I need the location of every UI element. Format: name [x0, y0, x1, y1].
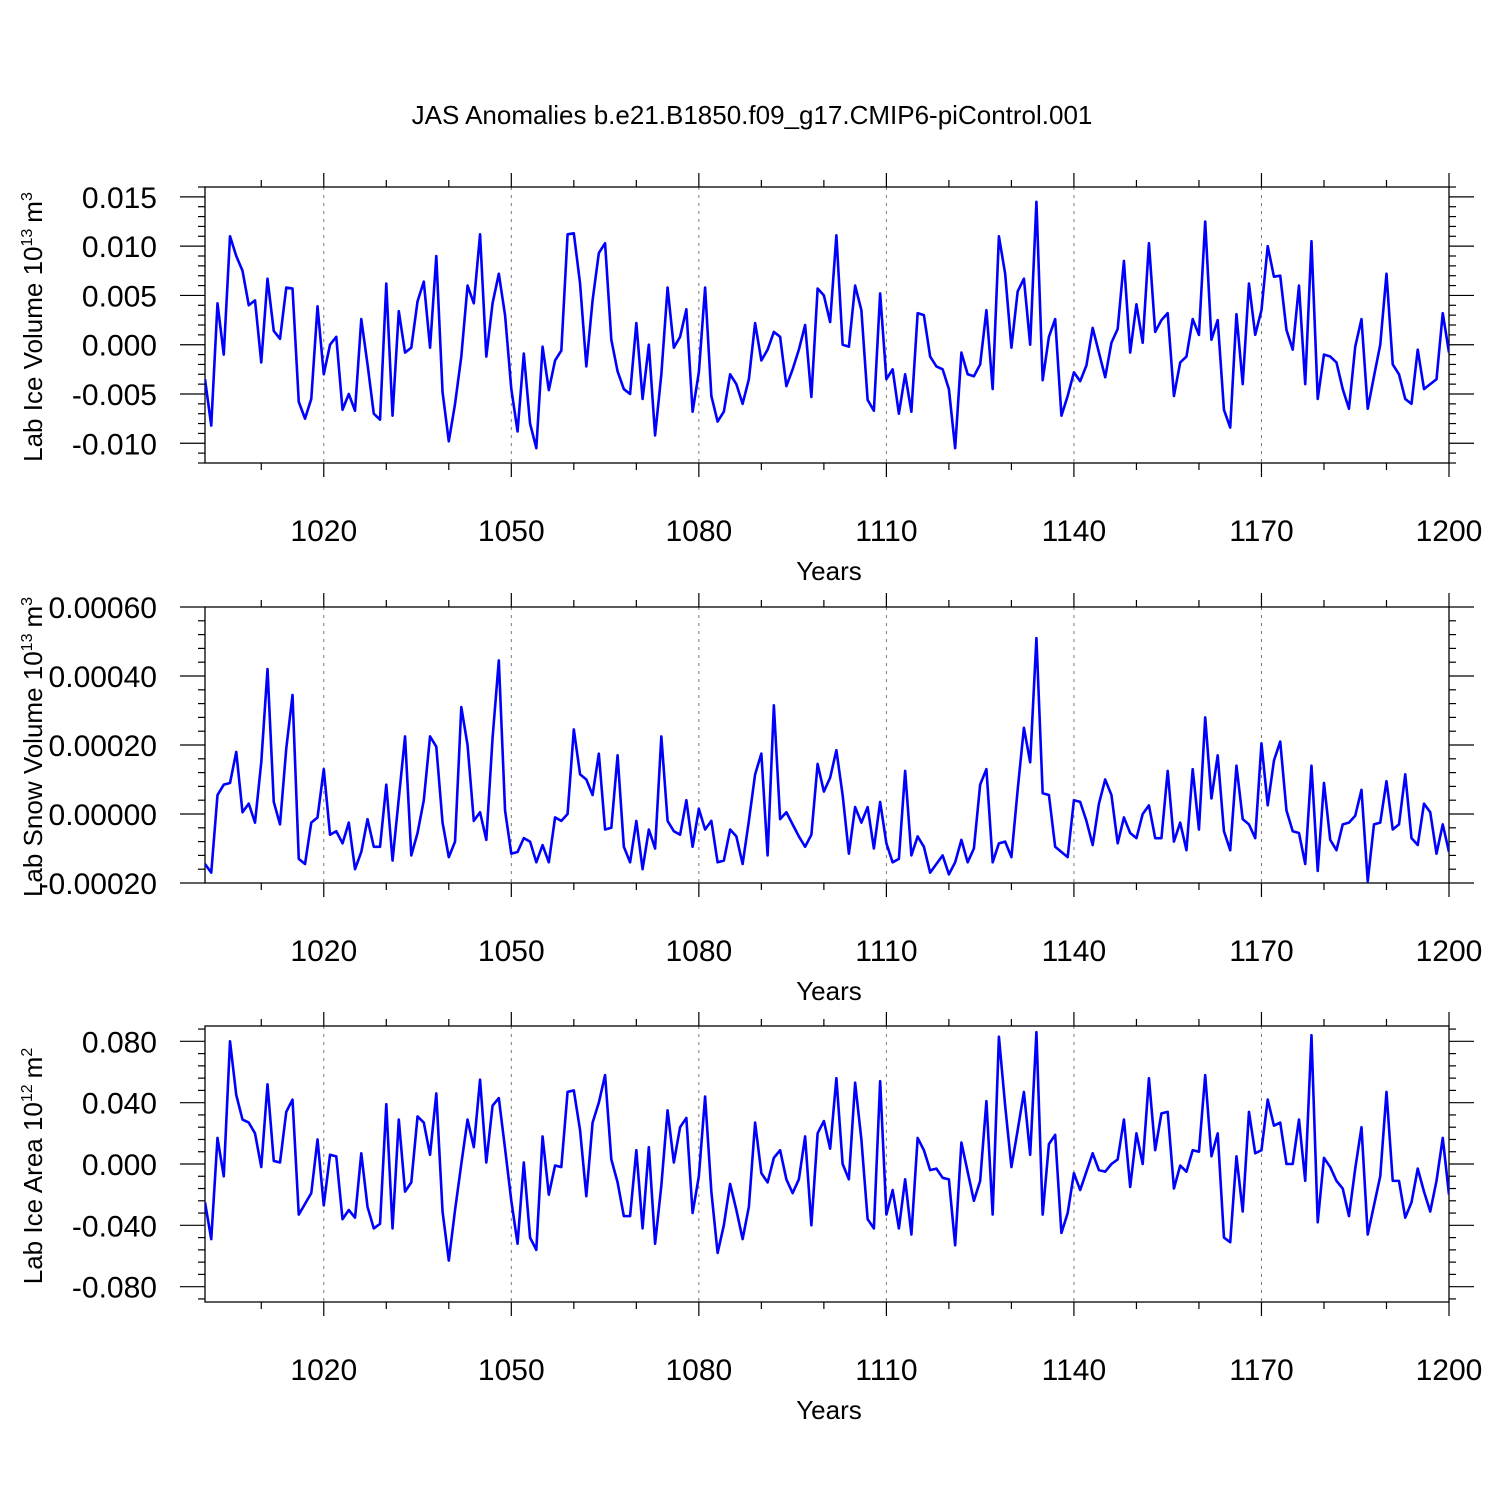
ice-volume-y-axis-title: Lab Ice Volume 1013 m3 [18, 192, 48, 462]
ice-area-y-axis-title-exp: 12 [19, 1084, 36, 1102]
ice-volume-x-tick-label: 1200 [1416, 515, 1483, 548]
ice-area-y-axis-title-unit-exp: 2 [19, 1048, 36, 1057]
ice-volume-x-tick-label: 1110 [855, 515, 917, 548]
snow-volume-x-tick-label: 1110 [855, 935, 917, 968]
ice-volume-y-tick-label: 0.005 [82, 280, 157, 313]
ice-area-x-tick-label: 1140 [1042, 1354, 1107, 1387]
snow-volume-y-tick-label: -0.00020 [39, 868, 157, 901]
ice-volume-y-axis-title-main: Lab Ice Volume 10 [18, 246, 48, 461]
snow-volume-x-tick-label: 1050 [478, 935, 545, 968]
ice-area-y-axis-title-unit: m [18, 1057, 48, 1079]
ice-area-x-tick-label: 1110 [855, 1354, 917, 1387]
ice-volume-y-tick-label: 0.000 [82, 330, 157, 363]
snow-volume-plot-frame [204, 606, 1450, 884]
ice-volume-y-tick-label: 0.015 [82, 182, 157, 215]
figure-title: JAS Anomalies b.e21.B1850.f09_g17.CMIP6-… [412, 100, 1093, 130]
ice-volume-y-axis-title-exp: 13 [19, 229, 36, 247]
snow-volume-y-tick-label: 0.00000 [49, 799, 157, 832]
snow-volume-series-line [205, 636, 1449, 883]
panel-ice-volume: 1020 1050 1080 1110 1140 1170 1200 0.015 0.010 0.… [18, 173, 1482, 586]
snow-volume-x-tick-label: 1080 [665, 935, 732, 968]
ice-area-x-tick-label: 1020 [290, 1354, 357, 1387]
snow-volume-y-tick-label: 0.00020 [49, 730, 157, 763]
ice-volume-y-tick-label: 0.010 [82, 231, 157, 264]
ice-volume-x-tick-label: 1140 [1042, 515, 1107, 548]
snow-volume-x-tick-label: 1140 [1042, 935, 1107, 968]
snow-volume-x-tick-label: 1200 [1416, 935, 1483, 968]
ice-area-y-tick-label: 0.040 [82, 1088, 157, 1121]
ice-area-y-tick-label: 0.000 [82, 1149, 157, 1182]
ice-volume-y-tick-label: -0.010 [72, 428, 157, 461]
ice-volume-x-axis-title: Years [796, 556, 862, 586]
ice-area-plot-frame [204, 1025, 1450, 1303]
ice-area-y-tick-label: -0.040 [72, 1210, 157, 1243]
snow-volume-y-axis-title: Lab Snow Volume 1013 m3 [18, 597, 48, 897]
snow-volume-x-axis-title: Years [796, 976, 862, 1006]
snow-volume-x-tick-label: 1170 [1229, 935, 1294, 968]
panel-snow-volume: 1020 1050 1080 1110 1140 1170 1200 0.00060 0.000… [18, 592, 1482, 1006]
ice-area-y-axis-title: Lab Ice Area 1012 m2 [18, 1048, 48, 1285]
ice-area-y-axis-title-main: Lab Ice Area 10 [18, 1102, 48, 1284]
snow-volume-y-axis-title-exp: 13 [19, 633, 36, 651]
ice-volume-x-tick-label: 1170 [1229, 515, 1294, 548]
ice-area-y-tick-label: 0.080 [82, 1026, 157, 1059]
ice-volume-y-axis-title-unit-exp: 3 [19, 192, 36, 201]
snow-volume-y-tick-label: 0.00060 [49, 592, 157, 625]
panel-ice-area: 1020 1050 1080 1110 1140 1170 1200 0.080 0.040 0.… [18, 1012, 1482, 1425]
ice-volume-y-axis-title-unit: m [18, 201, 48, 223]
ice-volume-x-tick-label: 1080 [665, 515, 732, 548]
ice-volume-plot-frame [204, 186, 1450, 464]
ice-volume-x-tick-label: 1020 [290, 515, 357, 548]
ice-area-x-tick-label: 1200 [1416, 1354, 1483, 1387]
ice-volume-x-tick-label: 1050 [478, 515, 545, 548]
snow-volume-y-axis-title-unit: m [18, 606, 48, 628]
ice-area-x-tick-label: 1050 [478, 1354, 545, 1387]
ice-area-x-axis-title: Years [796, 1395, 862, 1425]
ice-area-x-tick-label: 1170 [1229, 1354, 1294, 1387]
ice-area-y-tick-label: -0.080 [72, 1272, 157, 1305]
snow-volume-y-axis-title-unit-exp: 3 [19, 597, 36, 606]
snow-volume-y-axis-title-main: Lab Snow Volume 10 [18, 651, 48, 897]
ice-area-series-line [205, 1030, 1449, 1262]
snow-volume-x-tick-label: 1020 [290, 935, 357, 968]
ice-volume-series-line [205, 200, 1449, 450]
ice-volume-y-tick-label: -0.005 [72, 379, 157, 412]
ice-area-x-tick-label: 1080 [665, 1354, 732, 1387]
snow-volume-y-tick-label: 0.00040 [49, 661, 157, 694]
